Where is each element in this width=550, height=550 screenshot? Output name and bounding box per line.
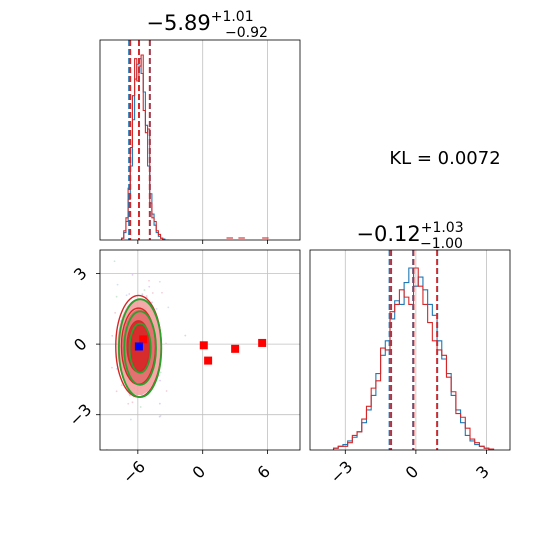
sample-point — [131, 401, 134, 404]
contour-line-green — [118, 298, 163, 398]
title-main: −5.89 — [146, 11, 210, 35]
sample-point — [151, 292, 154, 294]
tick-labels: −6 0 6 −3 0 3 — [65, 264, 274, 488]
sample-point — [155, 308, 158, 310]
title-subscript: −1.00 — [420, 236, 463, 252]
title-superscript: +1.01 — [211, 9, 254, 25]
sample-point — [115, 295, 118, 298]
sample-point — [141, 293, 144, 296]
y-tick-label: −3 — [65, 400, 95, 430]
sample-point — [116, 283, 119, 286]
sample-point — [114, 311, 117, 314]
x-tick-label: −6 — [119, 457, 149, 487]
sample-point — [148, 279, 150, 282]
sample-point — [165, 342, 167, 345]
kl-annotation: KL = 0.0072 — [389, 148, 500, 169]
sample-point — [148, 285, 151, 288]
panel-bottom-right-histogram: −3 0 3 −0.12+1.03 −1.00 KL = 0.0072 — [309, 148, 511, 487]
marker-red-square — [139, 335, 148, 344]
marker-blue-square — [134, 342, 143, 351]
axes-frame — [99, 249, 301, 451]
marker-red-square — [258, 338, 267, 347]
x-tick-marks — [137, 240, 268, 244]
x-tick-label: 0 — [188, 462, 209, 483]
title-main: −0.12 — [356, 222, 420, 246]
panel-title: −5.89+1.01 — [146, 9, 253, 35]
axes-frame — [99, 39, 301, 241]
axes-frame — [309, 249, 511, 451]
tick-marks — [344, 450, 487, 454]
tick-labels: −3 0 3 — [326, 457, 493, 487]
histogram-line-red — [121, 54, 170, 240]
sample-point — [159, 379, 161, 382]
sample-point — [158, 402, 161, 405]
contour-line-green — [128, 322, 152, 374]
marker-red-square — [199, 341, 208, 350]
quantile-lines — [388, 250, 439, 450]
sample-point — [143, 289, 146, 291]
x-tick-label: 0 — [402, 462, 423, 483]
sample-point — [131, 274, 134, 276]
sample-point — [167, 306, 170, 309]
sample-point — [115, 390, 118, 393]
scatter-and-contours — [105, 250, 267, 450]
panel-top-left-histogram: −5.89+1.01 −0.92 — [99, 9, 301, 244]
x-tick-label: 6 — [253, 462, 274, 483]
sample-point — [159, 414, 162, 417]
sample-point — [165, 390, 168, 392]
sample-point — [129, 418, 132, 421]
sample-point — [151, 301, 154, 304]
sample-point — [128, 293, 131, 295]
contour-line-green — [123, 310, 157, 386]
sample-point — [115, 367, 118, 370]
grid-lines — [344, 250, 487, 450]
sample-point — [184, 334, 187, 337]
x-tick-label: −3 — [326, 457, 356, 487]
marker-red-square — [231, 344, 240, 353]
sample-point — [161, 291, 163, 294]
sample-point — [125, 294, 128, 297]
sample-point — [128, 394, 131, 397]
histogram-series — [121, 54, 269, 240]
sample-point — [139, 406, 142, 408]
sample-point — [158, 280, 161, 283]
sample-point — [145, 295, 148, 297]
y-tick-label: 3 — [70, 264, 91, 285]
sample-point — [120, 384, 123, 387]
sample-point — [113, 260, 116, 263]
x-tick-label: 3 — [472, 462, 493, 483]
marker-red-square — [204, 356, 213, 365]
sample-point — [111, 334, 114, 337]
sample-point — [159, 371, 162, 374]
sample-point — [111, 366, 113, 369]
y-tick-label: 0 — [70, 334, 91, 355]
quantile-lines — [128, 40, 151, 240]
sample-point — [127, 402, 130, 405]
grid-lines — [202, 40, 268, 240]
tick-marks — [96, 273, 268, 454]
panel-title: −0.12+1.03 — [356, 220, 463, 246]
title-subscript: −0.92 — [225, 25, 268, 41]
panel-bottom-left-scatter: −6 0 6 −3 0 3 — [65, 249, 301, 488]
title-superscript: +1.03 — [421, 220, 464, 236]
